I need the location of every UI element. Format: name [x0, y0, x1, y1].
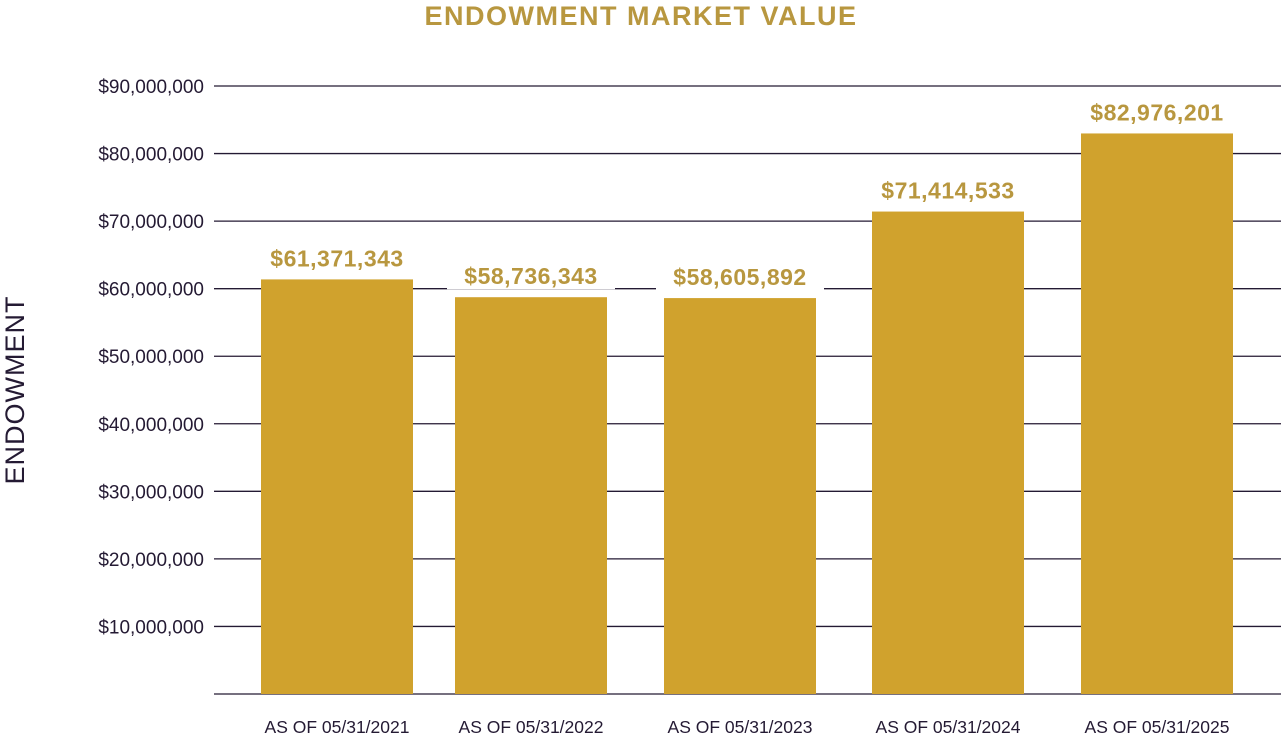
x-axis-categories: AS OF 05/31/2021 AS OF 05/31/2022 AS OF 05… — [265, 717, 1230, 737]
chart-title: ENDOWMENT MARKET VALUE — [425, 1, 858, 31]
data-label-backdrop — [864, 175, 1032, 204]
bar — [1081, 133, 1233, 695]
x-category-label: AS OF 05/31/2022 — [459, 717, 604, 737]
data-label: $71,414,533 — [881, 178, 1014, 204]
bar — [872, 211, 1024, 694]
data-label: $58,736,343 — [464, 263, 597, 289]
y-tick-label: $90,000,000 — [98, 77, 204, 98]
y-tick-label: $50,000,000 — [98, 347, 204, 368]
data-label: $61,371,343 — [270, 245, 403, 271]
y-tick-label: $40,000,000 — [98, 415, 204, 436]
y-axis-label: ENDOWMENT — [0, 296, 30, 485]
y-axis-ticks: $10,000,000 $20,000,000 $30,000,000 $40,000… — [98, 77, 204, 638]
x-category-label: AS OF 05/31/2023 — [668, 717, 813, 737]
y-tick-label: $30,000,000 — [98, 482, 204, 503]
bar — [664, 298, 816, 694]
data-label: $58,605,892 — [673, 264, 806, 290]
x-category-label: AS OF 05/31/2025 — [1085, 717, 1230, 737]
data-label-backdrop — [447, 261, 615, 290]
data-label-backdrop — [1073, 97, 1241, 126]
data-labels: $61,371,343 $58,736,343 $58,605,892 $71,414… — [253, 97, 1241, 291]
bar — [261, 279, 413, 694]
y-tick-label: $60,000,000 — [98, 280, 204, 301]
data-label: $82,976,201 — [1090, 99, 1223, 125]
y-tick-label: $10,000,000 — [98, 617, 204, 638]
y-tick-label: $20,000,000 — [98, 550, 204, 571]
bar — [455, 297, 607, 694]
y-tick-label: $80,000,000 — [98, 145, 204, 166]
x-category-label: AS OF 05/31/2024 — [876, 717, 1021, 737]
data-label-backdrop — [656, 262, 824, 291]
data-label-backdrop — [253, 243, 421, 272]
bars — [261, 133, 1233, 695]
y-tick-label: $70,000,000 — [98, 212, 204, 233]
x-category-label: AS OF 05/31/2021 — [265, 717, 410, 737]
